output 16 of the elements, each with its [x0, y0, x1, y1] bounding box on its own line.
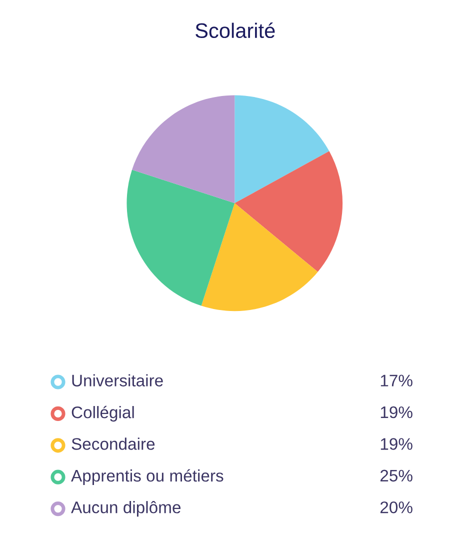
- chart-title: Scolarité: [196, 22, 275, 38]
- pie-slice: [234, 151, 343, 272]
- legend-label: Collégial: [72, 406, 134, 422]
- data-label: 20%: [380, 501, 412, 514]
- pie-slice: [132, 95, 235, 204]
- legend-label: Apprentis ou métiers: [71, 469, 224, 485]
- data-label: 17%: [380, 374, 412, 386]
- legend-label: Universitaire: [72, 374, 163, 386]
- data-label: 19%: [380, 406, 412, 418]
- data-label: 25%: [380, 470, 412, 482]
- legend-label: Secondaire: [72, 438, 155, 450]
- pie-slice: [234, 95, 330, 204]
- legend-label: Aucun diplôme: [71, 501, 181, 517]
- pie-slice: [126, 170, 235, 306]
- pie-slice: [201, 203, 318, 312]
- data-label: 19%: [380, 438, 412, 450]
